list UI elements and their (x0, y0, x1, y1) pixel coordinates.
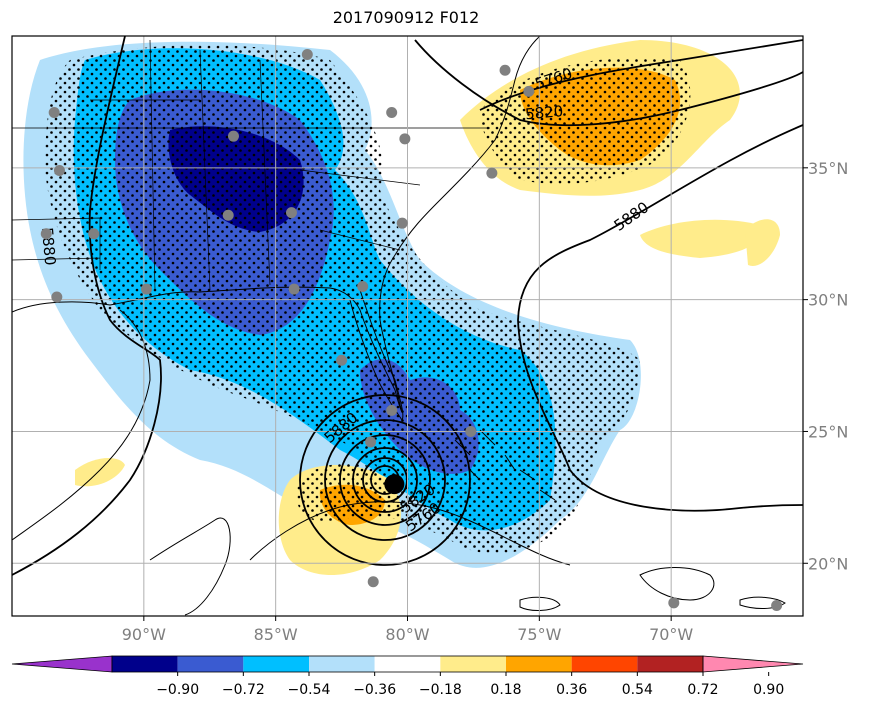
station-marker (396, 217, 408, 229)
anomaly-yellow-west (75, 458, 125, 487)
hurricane-ring-3 (339, 434, 431, 526)
lat-tick-label: 35°N (808, 159, 848, 178)
map-title: 2017090912 F012 (332, 8, 480, 27)
latitude-ticks: 35°N 30°N 25°N 20°N (803, 159, 848, 573)
station-marker (336, 354, 348, 366)
contour-label: 5880 (611, 198, 653, 235)
colorbar-tick-label: −0.90 (156, 682, 199, 698)
colorbar-frame (111, 655, 704, 673)
gridlines-layer (12, 36, 803, 616)
station-marker (486, 167, 498, 179)
jamaica (519, 596, 561, 611)
yucatan (149, 517, 231, 616)
hurricane-ring-4 (352, 447, 418, 513)
bahamas (454, 429, 556, 501)
colorbar: −0.90 −0.72 −0.54 −0.36 −0.18 0.18 0.36 0.54 0.7… (11, 655, 804, 698)
station-marker (227, 130, 239, 142)
station-marker (140, 283, 152, 295)
station-marker (288, 283, 300, 295)
hurricane-ring-2 (324, 419, 446, 541)
station-marker (285, 207, 297, 219)
anomaly-yellow-atl1 (640, 219, 761, 258)
lon-tick-label: 75°W (517, 625, 561, 644)
lat-tick-label: 30°N (808, 291, 848, 310)
station-marker (465, 425, 477, 437)
colorbar-tick-label: 0.18 (490, 682, 521, 698)
hispaniola (639, 567, 715, 601)
station-marker (301, 48, 313, 60)
station-marker (88, 228, 100, 240)
colorbar-tick-label: −0.36 (353, 682, 396, 698)
station-marker (499, 64, 511, 76)
station-marker (222, 209, 234, 221)
colorbar-extend-low (11, 655, 113, 673)
colorbar-segment (506, 656, 572, 672)
station-marker (48, 106, 60, 118)
station-marker (386, 404, 398, 416)
state-borders (12, 39, 490, 291)
station-marker (523, 85, 535, 97)
station-marker (386, 106, 398, 118)
lon-tick-label: 90°W (122, 625, 166, 644)
contour-5820-north (414, 39, 803, 127)
anomaly-yellow-atl2 (745, 219, 780, 266)
colorbar-tick-label: 0.72 (687, 682, 718, 698)
lat-tick-label: 25°N (808, 422, 848, 441)
contour-5880-west (12, 36, 162, 576)
hurricane-ring-1 (299, 394, 471, 566)
colorbar-segment (309, 656, 375, 672)
station-marker (367, 576, 379, 588)
colorbar-segment (637, 656, 703, 672)
colorbar-segment (374, 656, 441, 672)
colorbar-tick-label: −0.18 (419, 682, 462, 698)
lat-tick-label: 20°N (808, 554, 848, 573)
puerto-rico (739, 596, 786, 609)
colorbar-segment (177, 656, 244, 672)
station-marker (399, 133, 411, 145)
station-marker (771, 599, 783, 611)
lon-tick-label: 85°W (254, 625, 298, 644)
cuba (249, 501, 571, 566)
contour-label: 5820 (524, 102, 564, 123)
colorbar-tick-label: −0.72 (222, 682, 265, 698)
colorbar-tick-label: −0.54 (288, 682, 331, 698)
station-marker (365, 436, 377, 448)
station-marker (668, 597, 680, 609)
stations-layer (40, 48, 783, 611)
colorbar-tick-label: 0.90 (753, 682, 784, 698)
longitude-ticks: 90°W 85°W 80°W 75°W 70°W (122, 616, 693, 644)
colorbar-segment (440, 656, 506, 672)
lon-tick-label: 80°W (385, 625, 429, 644)
colorbar-tick-label: 0.54 (622, 682, 653, 698)
colorbar-extend-high (702, 655, 804, 673)
colorbar-segment (571, 656, 638, 672)
colorbar-segment (243, 656, 309, 672)
station-marker (51, 291, 63, 303)
station-marker (357, 280, 369, 292)
florida-peninsula (349, 289, 404, 421)
station-marker (53, 164, 65, 176)
contour-5880-east (517, 124, 803, 512)
colorbar-tick-label: 0.36 (556, 682, 587, 698)
us-gulf-coast (12, 36, 541, 413)
hurricane-center-marker (384, 474, 405, 495)
colorbar-segment (112, 656, 178, 672)
lon-tick-label: 70°W (649, 625, 693, 644)
station-marker (40, 228, 52, 240)
shading-layer (23, 40, 780, 575)
